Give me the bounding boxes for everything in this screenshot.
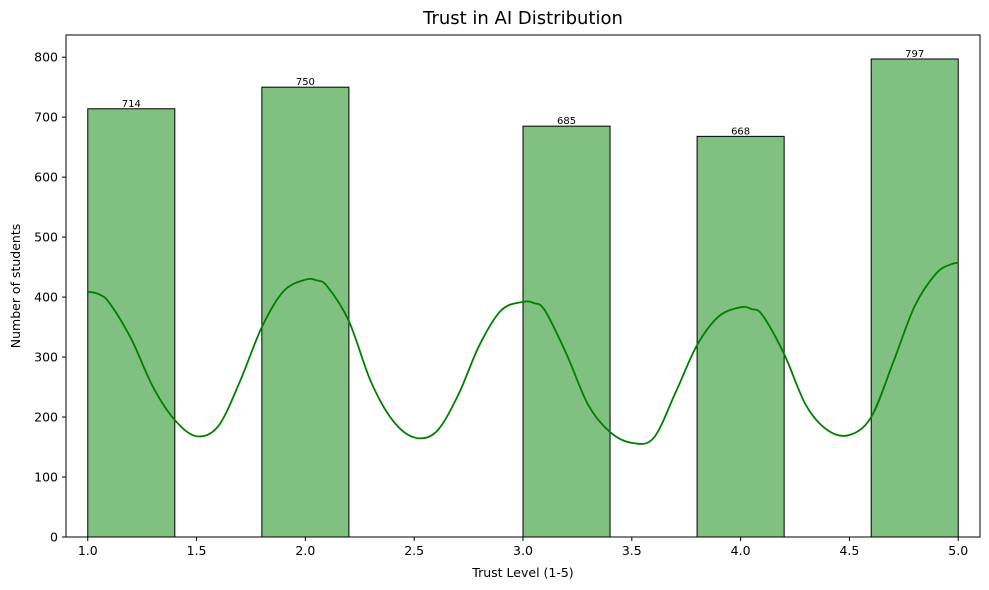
y-tick-label: 700 [34,110,58,125]
y-tick-label: 600 [34,170,58,185]
y-axis-ticks: 0 100 200 300 400 500 600 700 800 [34,50,66,545]
bar-value-label-3: 685 [557,116,576,127]
x-tick-label: 2.5 [404,543,424,558]
x-axis-ticks: 1.0 1.5 2.0 2.5 3.0 3.5 4.0 4.5 5.0 [78,537,968,558]
bar-3 [522,125,611,538]
x-tick-label: 5.0 [948,543,968,558]
bar-1 [87,108,176,538]
x-tick-label: 3.5 [622,543,642,558]
bar-4 [696,135,785,538]
y-tick-label: 100 [34,470,58,485]
y-tick-label: 300 [34,350,58,365]
y-tick-label: 800 [34,50,58,65]
bar-value-label-2: 750 [296,77,315,88]
x-tick-label: 1.5 [187,543,207,558]
x-tick-label: 1.0 [78,543,98,558]
bar-value-label-4: 668 [731,126,750,137]
y-axis-label: Number of students [8,224,23,349]
y-tick-label: 400 [34,290,58,305]
x-tick-label: 2.0 [295,543,315,558]
chart-title: Trust in AI Distribution [422,8,623,29]
y-tick-label: 200 [34,410,58,425]
x-tick-label: 4.0 [731,543,751,558]
bar-value-label-1: 714 [122,99,141,110]
y-tick-label: 0 [50,530,58,545]
kde-line [87,262,959,445]
data-labels: 714 750 685 668 797 [122,49,925,137]
bar-2 [261,86,350,538]
x-tick-label: 3.0 [513,543,533,558]
x-axis-label: Trust Level (1-5) [471,565,573,580]
x-tick-label: 4.5 [839,543,859,558]
bars [87,58,959,538]
bar-value-label-5: 797 [905,49,924,60]
bar-5 [870,58,959,538]
y-tick-label: 500 [34,230,58,245]
